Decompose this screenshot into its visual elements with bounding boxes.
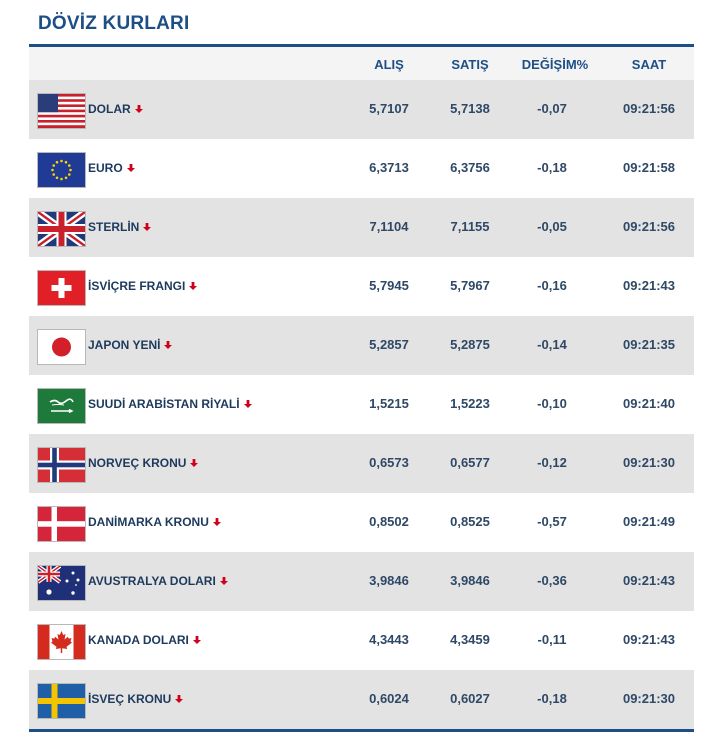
- update-time: 09:21:43: [622, 278, 676, 293]
- column-header-alis: ALIŞ: [374, 57, 404, 72]
- down-arrow-icon: [212, 518, 221, 526]
- change-percent: -0,18: [537, 160, 567, 175]
- buy-rate: 0,6024: [369, 691, 409, 706]
- change-percent: -0,10: [537, 396, 567, 411]
- ch-flag-icon: [37, 270, 86, 306]
- currency-name: SUUDİ ARABİSTAN RİYALİ: [88, 397, 253, 411]
- currency-name: EURO: [88, 161, 136, 175]
- table-row[interactable]: İSVEÇ KRONU 0,6024 0,6027 -0,18 09:21:30: [29, 670, 694, 729]
- table-row[interactable]: STERLİN 7,1104 7,1155 -0,05 09:21:56: [29, 198, 694, 257]
- change-percent: -0,12: [537, 455, 567, 470]
- table-row[interactable]: JAPON YENİ 5,2857 5,2875 -0,14 09:21:35: [29, 316, 694, 375]
- change-percent: -0,36: [537, 573, 567, 588]
- sell-rate: 5,7138: [450, 101, 490, 116]
- down-arrow-icon: [219, 577, 228, 585]
- change-percent: -0,57: [537, 514, 567, 529]
- update-time: 09:21:58: [622, 160, 676, 175]
- down-arrow-icon: [126, 164, 135, 172]
- buy-rate: 4,3443: [369, 632, 409, 647]
- table-row[interactable]: KANADA DOLARI 4,3443 4,3459 -0,11 09:21:…: [29, 611, 694, 670]
- sell-rate: 6,3756: [450, 160, 490, 175]
- au-flag-icon: [37, 565, 86, 601]
- title-divider: [29, 44, 694, 47]
- sell-rate: 4,3459: [450, 632, 490, 647]
- table-row[interactable]: NORVEÇ KRONU 0,6573 0,6577 -0,12 09:21:3…: [29, 434, 694, 493]
- down-arrow-icon: [175, 695, 184, 703]
- bottom-divider: [29, 729, 694, 732]
- jp-flag-icon: [37, 329, 86, 365]
- ca-flag-icon: [37, 624, 86, 660]
- table-row[interactable]: SUUDİ ARABİSTAN RİYALİ 1,5215 1,5223 -0,…: [29, 375, 694, 434]
- down-arrow-icon: [134, 105, 143, 113]
- dk-flag-icon: [37, 506, 86, 542]
- currency-name: NORVEÇ KRONU: [88, 456, 199, 470]
- sell-rate: 1,5223: [450, 396, 490, 411]
- sell-rate: 3,9846: [450, 573, 490, 588]
- sell-rate: 0,6577: [450, 455, 490, 470]
- table-row[interactable]: DANİMARKA KRONU 0,8502 0,8525 -0,57 09:2…: [29, 493, 694, 552]
- table-header: ALIŞ SATIŞ DEĞİŞİM% SAAT: [29, 47, 694, 80]
- table-row[interactable]: EURO 6,3713 6,3756 -0,18 09:21:58: [29, 139, 694, 198]
- update-time: 09:21:43: [622, 573, 676, 588]
- uk-flag-icon: [37, 211, 86, 247]
- down-arrow-icon: [164, 341, 173, 349]
- update-time: 09:21:43: [622, 632, 676, 647]
- currency-name: DOLAR: [88, 102, 144, 116]
- change-percent: -0,16: [537, 278, 567, 293]
- table-row[interactable]: AVUSTRALYA DOLARI 3,9846 3,9846 -0,36 09…: [29, 552, 694, 611]
- sell-rate: 0,8525: [450, 514, 490, 529]
- sell-rate: 5,2875: [450, 337, 490, 352]
- currency-name: İSVİÇRE FRANGI: [88, 279, 198, 293]
- down-arrow-icon: [189, 282, 198, 290]
- currency-name: STERLİN: [88, 220, 152, 234]
- down-arrow-icon: [192, 636, 201, 644]
- update-time: 09:21:56: [622, 101, 676, 116]
- table-row[interactable]: DOLAR 5,7107 5,7138 -0,07 09:21:56: [29, 80, 694, 139]
- eu-flag-icon: [37, 152, 86, 188]
- buy-rate: 5,2857: [369, 337, 409, 352]
- change-percent: -0,14: [537, 337, 567, 352]
- currency-name: İSVEÇ KRONU: [88, 692, 184, 706]
- down-arrow-icon: [143, 223, 152, 231]
- update-time: 09:21:40: [622, 396, 676, 411]
- buy-rate: 5,7107: [369, 101, 409, 116]
- buy-rate: 3,9846: [369, 573, 409, 588]
- update-time: 09:21:56: [622, 219, 676, 234]
- currency-name: JAPON YENİ: [88, 338, 173, 352]
- currency-name: AVUSTRALYA DOLARI: [88, 574, 229, 588]
- sell-rate: 0,6027: [450, 691, 490, 706]
- buy-rate: 0,8502: [369, 514, 409, 529]
- currency-name: DANİMARKA KRONU: [88, 515, 222, 529]
- currency-table: DOLAR 5,7107 5,7138 -0,07 09:21:56 EURO: [29, 80, 694, 729]
- us-flag-icon: [37, 93, 86, 129]
- change-percent: -0,11: [537, 632, 567, 647]
- buy-rate: 5,7945: [369, 278, 409, 293]
- se-flag-icon: [37, 683, 86, 719]
- update-time: 09:21:30: [622, 455, 676, 470]
- down-arrow-icon: [243, 400, 252, 408]
- no-flag-icon: [37, 447, 86, 483]
- buy-rate: 0,6573: [369, 455, 409, 470]
- sell-rate: 5,7967: [450, 278, 490, 293]
- column-header-degisim: DEĞİŞİM%: [521, 57, 589, 72]
- down-arrow-icon: [190, 459, 199, 467]
- change-percent: -0,07: [537, 101, 567, 116]
- buy-rate: 1,5215: [369, 396, 409, 411]
- table-row[interactable]: İSVİÇRE FRANGI 5,7945 5,7967 -0,16 09:21…: [29, 257, 694, 316]
- column-header-saat: SAAT: [631, 57, 667, 72]
- sa-flag-icon: [37, 388, 86, 424]
- change-percent: -0,05: [537, 219, 567, 234]
- sell-rate: 7,1155: [450, 219, 490, 234]
- update-time: 09:21:35: [622, 337, 676, 352]
- page-title: DÖVİZ KURLARI: [38, 13, 190, 34]
- change-percent: -0,18: [537, 691, 567, 706]
- buy-rate: 6,3713: [369, 160, 409, 175]
- column-header-satis: SATIŞ: [451, 57, 489, 72]
- buy-rate: 7,1104: [369, 219, 409, 234]
- update-time: 09:21:49: [622, 514, 676, 529]
- update-time: 09:21:30: [622, 691, 676, 706]
- currency-name: KANADA DOLARI: [88, 633, 202, 647]
